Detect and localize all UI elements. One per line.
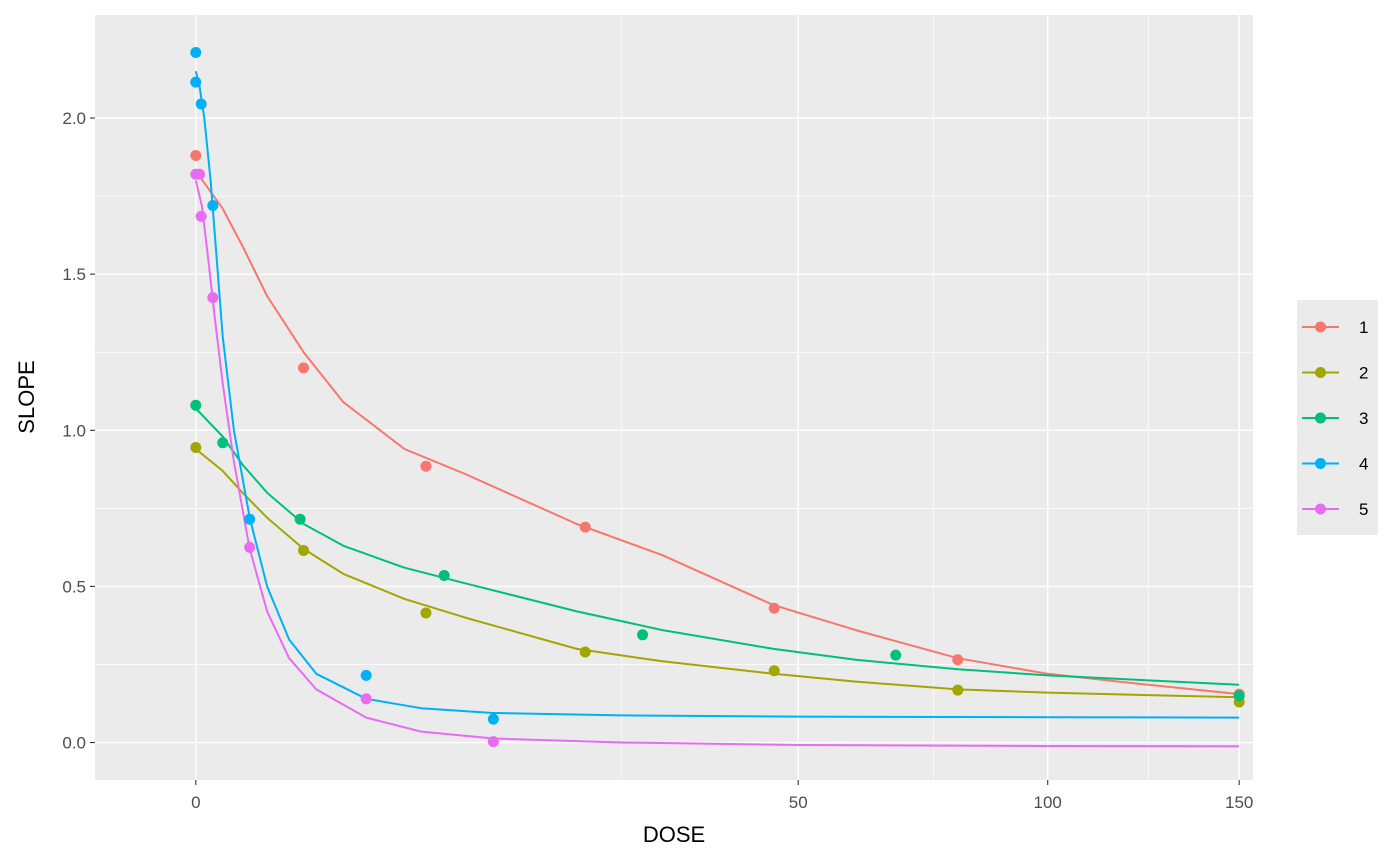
series-4-point — [190, 76, 202, 88]
x-tick-label: 0 — [191, 793, 200, 812]
series-2-line — [195, 448, 1240, 699]
y-tick-label: 1.5 — [62, 265, 86, 284]
y-axis-title: SLOPE — [14, 360, 39, 433]
series-4-line — [194, 70, 1240, 719]
series-4-point — [244, 513, 256, 525]
series-3-point — [294, 513, 306, 525]
series-3-point — [438, 569, 450, 581]
series-1-point — [768, 602, 780, 614]
legend-label: 2 — [1359, 364, 1368, 383]
x-axis: 0 50 100 150 — [191, 780, 1253, 812]
series-5-point — [194, 168, 206, 180]
series-1-point — [579, 521, 591, 533]
y-tick-label: 0.5 — [62, 577, 86, 596]
x-axis-title: DOSE — [643, 822, 705, 847]
legend-key-point — [1315, 321, 1326, 333]
y-tick-label: 2.0 — [62, 109, 86, 128]
series-4-point — [195, 98, 207, 110]
series-4-point — [487, 713, 499, 725]
series-2-point — [952, 684, 964, 696]
series-1-point — [190, 150, 202, 162]
series-1-line — [194, 170, 1240, 696]
legend-label: 1 — [1359, 318, 1368, 337]
series-2-point — [190, 441, 202, 453]
y-axis: 0.0 0.5 1.0 1.5 2.0 — [62, 109, 95, 753]
legend-key-point — [1315, 367, 1326, 378]
legend-label: 3 — [1359, 409, 1368, 428]
panel-background — [95, 15, 1253, 780]
series-2-point — [768, 665, 780, 677]
legend-key-point — [1315, 412, 1326, 424]
y-tick-label: 1.0 — [62, 421, 86, 440]
series-4-point — [207, 199, 219, 211]
series-points — [190, 46, 1245, 748]
series-3-point — [190, 399, 202, 411]
series-3-point — [1233, 690, 1245, 702]
series-5-point — [207, 292, 219, 304]
series-5-point — [195, 210, 207, 222]
series-3-point — [637, 629, 649, 641]
series-3-point — [890, 649, 902, 661]
legend: 1 2 3 4 5 — [1297, 300, 1378, 535]
series-1-point — [952, 654, 964, 666]
series-2-point — [420, 607, 432, 619]
x-tick-label: 150 — [1225, 793, 1253, 812]
legend-key-point — [1315, 503, 1326, 515]
legend-label: 5 — [1359, 500, 1368, 519]
series-3-line — [195, 407, 1240, 686]
x-tick-label: 50 — [789, 793, 808, 812]
series-3-point — [217, 437, 229, 449]
series-4-point — [360, 669, 372, 681]
series-5-point — [244, 541, 256, 553]
legend-label: 4 — [1359, 455, 1368, 474]
series-4-point — [190, 46, 202, 58]
series-5-point — [487, 736, 499, 748]
series-2-point — [298, 545, 310, 556]
legend-key-point — [1315, 458, 1326, 469]
series-2-point — [579, 646, 591, 658]
series-1-point — [420, 460, 432, 472]
series-1-point — [298, 362, 310, 374]
y-tick-label: 0.0 — [62, 734, 86, 753]
series-5-point — [360, 693, 372, 705]
x-tick-label: 100 — [1034, 793, 1062, 812]
